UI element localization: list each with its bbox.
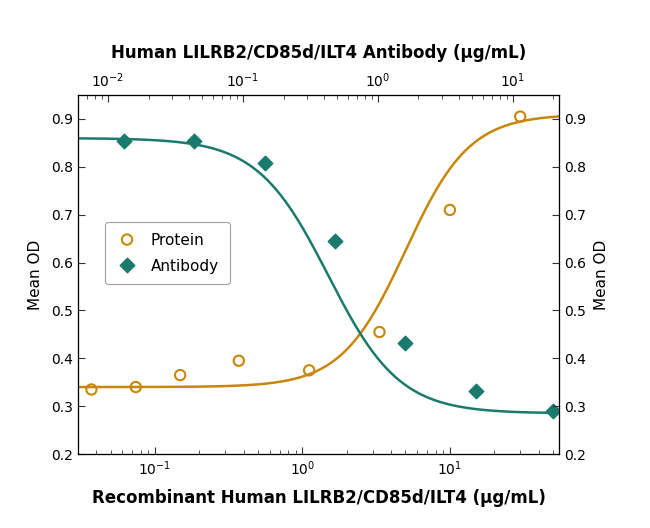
Antibody xyxy=(618,408,629,416)
Antibody xyxy=(471,386,481,395)
Protein xyxy=(304,366,315,374)
X-axis label: Recombinant Human LILRB2/CD85d/ILT4 (μg/mL): Recombinant Human LILRB2/CD85d/ILT4 (μg/… xyxy=(92,488,545,507)
Protein xyxy=(86,385,97,394)
Protein xyxy=(131,383,141,391)
Y-axis label: Mean OD: Mean OD xyxy=(28,239,43,310)
Antibody xyxy=(548,406,558,414)
X-axis label: Human LILRB2/CD85d/ILT4 Antibody (μg/mL): Human LILRB2/CD85d/ILT4 Antibody (μg/mL) xyxy=(111,44,526,62)
Legend: Protein, Antibody: Protein, Antibody xyxy=(105,222,229,284)
Protein xyxy=(175,371,185,379)
Antibody xyxy=(330,237,341,246)
Protein xyxy=(515,112,525,121)
Antibody xyxy=(259,159,270,168)
Protein xyxy=(374,328,385,336)
Y-axis label: Mean OD: Mean OD xyxy=(594,239,609,310)
Antibody xyxy=(189,137,200,146)
Antibody xyxy=(400,339,411,347)
Protein xyxy=(233,356,244,365)
Protein xyxy=(445,206,455,214)
Antibody xyxy=(119,136,129,145)
